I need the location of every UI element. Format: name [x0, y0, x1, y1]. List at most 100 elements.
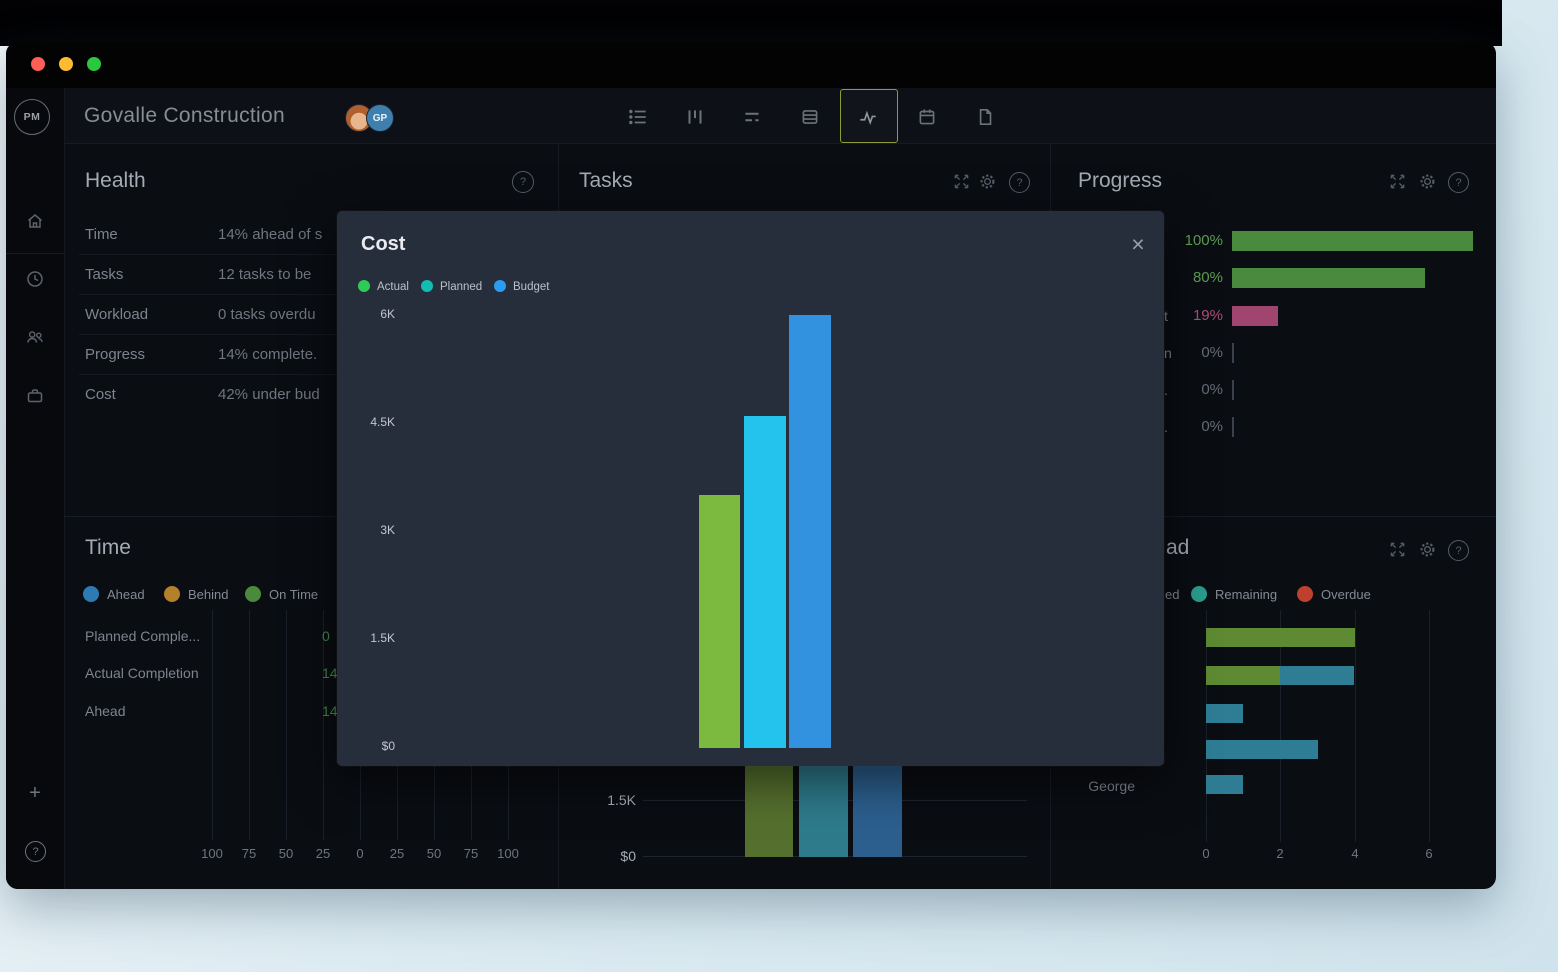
add-plus-icon[interactable]: + — [29, 782, 41, 804]
cost-y-tick: 1.5K — [607, 792, 636, 808]
projects-briefcase-icon[interactable] — [25, 386, 45, 406]
legend-label: Ahead — [107, 587, 145, 602]
project-title: Govalle Construction — [84, 104, 285, 127]
modal-bar-actual — [699, 495, 740, 748]
calendar-view-icon[interactable] — [916, 106, 938, 128]
health-row-value: 14% ahead of s — [218, 226, 323, 243]
modal-close-icon[interactable]: × — [1131, 231, 1145, 257]
help-glyph: ? — [1455, 176, 1462, 189]
tasks-settings-gear-icon[interactable] — [978, 172, 997, 191]
progress-settings-gear-icon[interactable] — [1418, 172, 1437, 191]
home-icon[interactable] — [25, 211, 45, 231]
help-glyph: ? — [1455, 544, 1462, 557]
workload-bar-remaining — [1206, 704, 1243, 723]
health-row-label: Tasks — [85, 266, 124, 283]
workload-bar-remaining — [1280, 666, 1354, 685]
legend-label: Budget — [513, 281, 550, 293]
gridline — [323, 610, 324, 840]
time-row-label: Ahead — [85, 703, 126, 719]
progress-percent-label: 0% — [1201, 418, 1223, 435]
time-row-label: Planned Comple... — [85, 628, 201, 644]
x-tick: 0 — [1202, 846, 1210, 861]
dashboard-view-icon[interactable] — [857, 106, 879, 128]
legend-label: On Time — [269, 587, 319, 602]
workload-bar-remaining — [1206, 775, 1243, 794]
gridline — [1280, 610, 1281, 842]
legend-label-fragment: ed — [1165, 587, 1180, 602]
member-avatar-gp[interactable]: GP — [366, 104, 394, 132]
workload-help-icon[interactable]: ? — [1448, 540, 1469, 561]
tasks-help-icon[interactable]: ? — [1009, 172, 1030, 193]
health-row-value: 0 tasks overdu — [218, 306, 316, 323]
sidebar-divider — [6, 253, 64, 254]
gridline — [249, 610, 250, 840]
pm-logo[interactable]: PM — [14, 99, 50, 135]
x-tick: 100 — [497, 846, 519, 861]
progress-help-icon[interactable]: ? — [1448, 172, 1469, 193]
workload-bar-remaining — [1206, 740, 1318, 759]
health-row-label: Cost — [85, 386, 116, 403]
gridline — [212, 610, 213, 840]
time-row-label: Actual Completion — [85, 665, 199, 681]
progress-percent-label: 0% — [1201, 381, 1223, 398]
progress-bar — [1232, 231, 1473, 251]
gantt-view-icon[interactable] — [741, 106, 763, 128]
clipped-label-fragment: . — [1164, 419, 1168, 435]
row-separator — [79, 254, 539, 255]
time-row-value: 14 — [322, 665, 338, 681]
legend-dot-planned — [421, 280, 433, 292]
health-help-icon[interactable]: ? — [512, 171, 534, 193]
sidebar-help-icon[interactable]: ? — [25, 841, 46, 862]
health-row-value: 42% under bud — [218, 386, 320, 403]
health-row-label: Progress — [85, 346, 146, 363]
sheet-view-icon[interactable] — [799, 106, 821, 128]
close-window-button[interactable] — [31, 57, 45, 71]
modal-y-tick: 6K — [380, 307, 395, 321]
x-tick: 50 — [278, 846, 294, 861]
modal-y-tick: 3K — [380, 523, 395, 537]
row-separator — [79, 334, 539, 335]
files-view-icon[interactable] — [974, 106, 996, 128]
help-glyph: ? — [32, 845, 39, 858]
legend-dot-behind — [164, 586, 180, 602]
recent-clock-icon[interactable] — [25, 269, 45, 289]
modal-y-tick: 1.5K — [370, 631, 395, 645]
progress-percent-label: 80% — [1192, 269, 1223, 286]
progress-zero-tick — [1232, 343, 1234, 363]
health-row-label: Time — [85, 226, 118, 243]
board-view-icon[interactable] — [684, 106, 706, 128]
app-header — [64, 88, 1496, 144]
workload-bar-completed — [1206, 628, 1355, 647]
modal-y-tick: 4.5K — [370, 415, 395, 429]
list-view-icon[interactable] — [627, 106, 649, 128]
titlebar — [6, 42, 1496, 88]
progress-zero-tick — [1232, 417, 1234, 437]
progress-expand-icon[interactable] — [1388, 172, 1407, 191]
gridline — [1355, 610, 1356, 842]
health-row-value: 12 tasks to be — [218, 266, 312, 283]
tasks-panel-title: Tasks — [579, 169, 633, 192]
x-tick: 4 — [1351, 846, 1359, 861]
zoom-window-button[interactable] — [87, 57, 101, 71]
modal-bar-budget — [789, 315, 831, 748]
gridline — [286, 610, 287, 840]
row-separator — [79, 374, 539, 375]
x-tick: 25 — [389, 846, 405, 861]
modal-y-tick: $0 — [381, 739, 395, 753]
x-tick: 6 — [1425, 846, 1433, 861]
legend-dot-actual — [358, 280, 370, 292]
row-separator — [79, 294, 539, 295]
tasks-expand-icon[interactable] — [952, 172, 971, 191]
x-tick: 75 — [463, 846, 479, 861]
cost-y-tick: $0 — [620, 848, 636, 864]
team-icon[interactable] — [25, 327, 45, 347]
legend-dot-remaining — [1191, 586, 1207, 602]
x-tick: 25 — [315, 846, 331, 861]
background-window-strip — [0, 0, 1502, 46]
avatar-initials: GP — [372, 112, 388, 124]
minimize-window-button[interactable] — [59, 57, 73, 71]
workload-settings-gear-icon[interactable] — [1418, 540, 1437, 559]
workload-expand-icon[interactable] — [1388, 540, 1407, 559]
help-glyph: ? — [519, 176, 527, 188]
